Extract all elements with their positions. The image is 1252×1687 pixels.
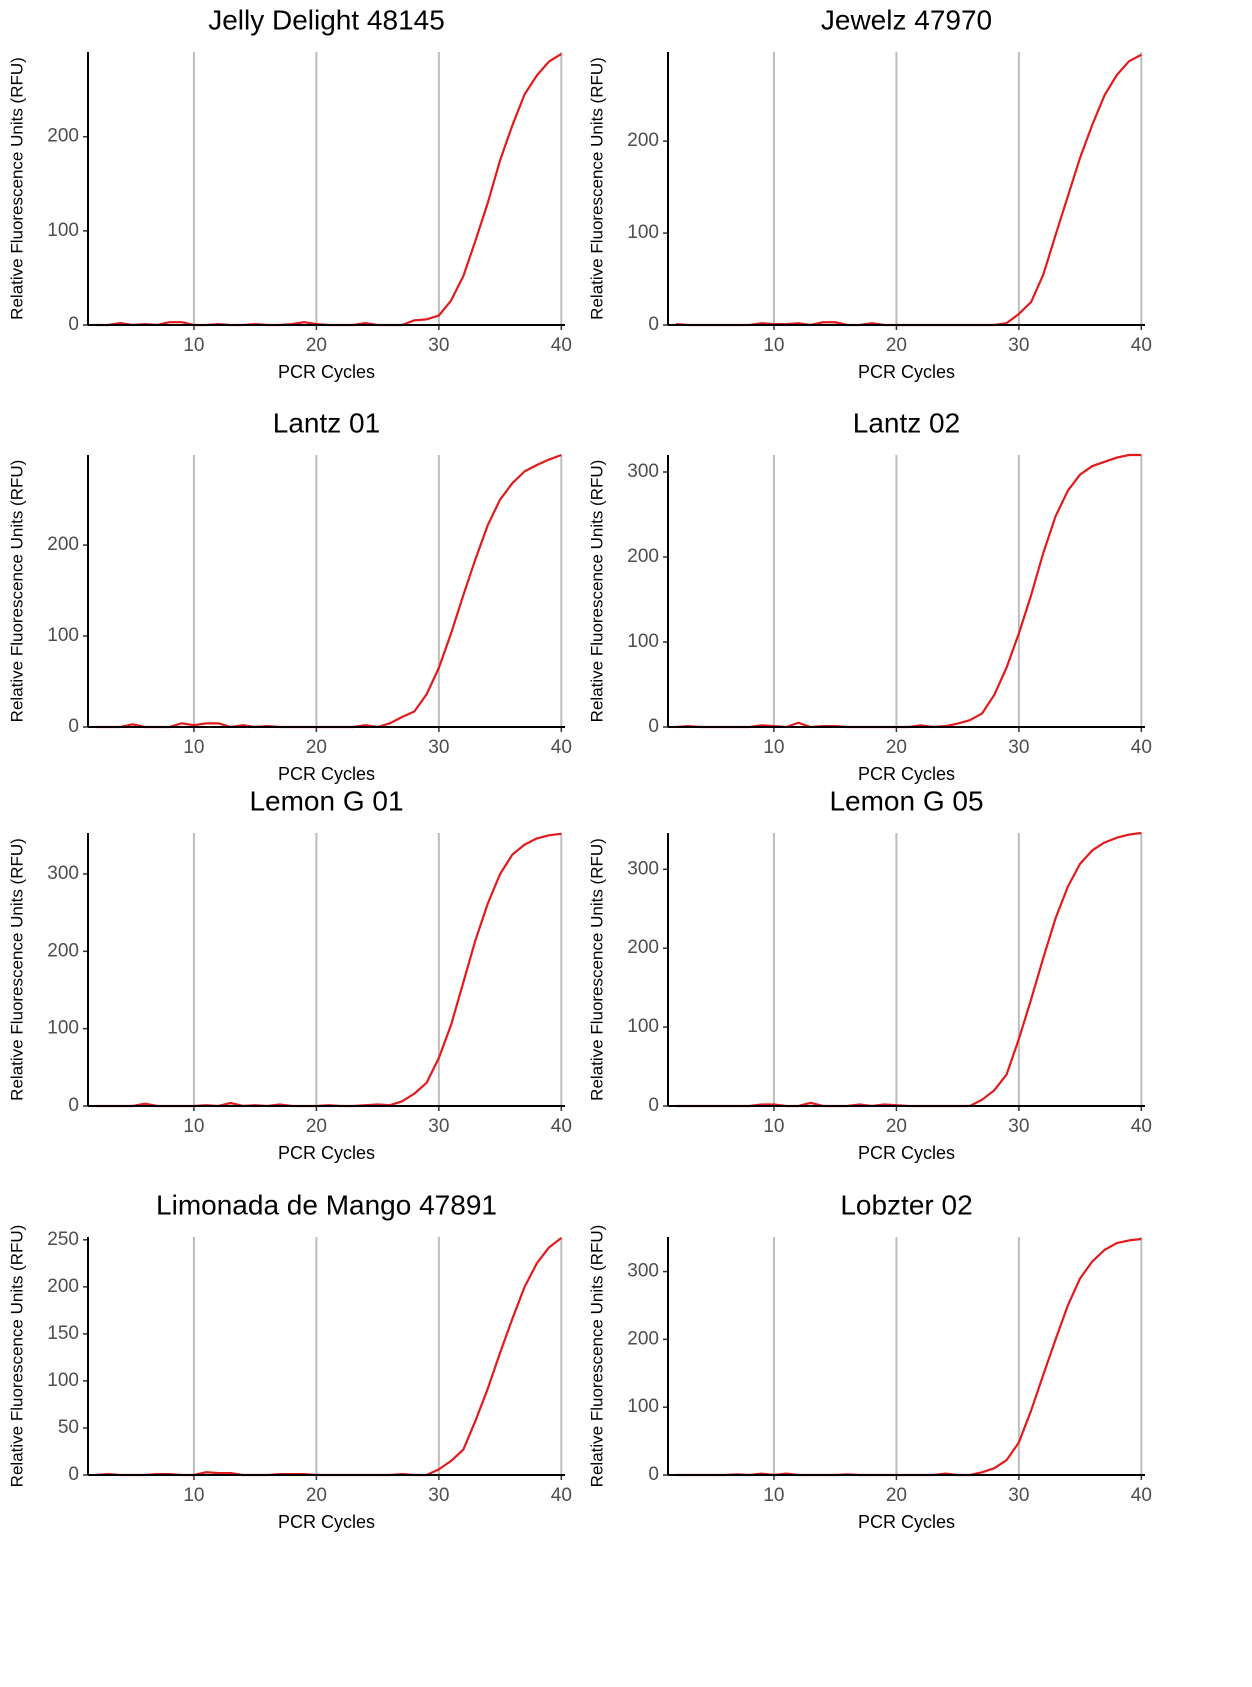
x-tick-label: 40 [551,737,572,758]
data-line [95,1237,563,1477]
x-tick-label: 30 [1008,1485,1029,1506]
chart-title: Lantz 01 [273,407,380,438]
x-tick-label: 40 [551,335,572,356]
x-tick-label: 40 [1131,1485,1152,1506]
x-tick-label: 10 [763,737,784,758]
y-tick-label: 200 [47,126,79,147]
x-tick-label: 30 [428,737,449,758]
x-tick-label: 30 [1008,335,1029,356]
x-tick-label: 20 [306,1116,327,1137]
y-tick-label: 250 [47,1229,79,1250]
x-tick-label: 20 [886,1116,907,1137]
y-tick-label: 100 [627,222,659,243]
y-tick-label: 0 [648,1464,659,1485]
x-axis-label: PCR Cycles [858,1143,955,1163]
data-line [95,52,562,327]
y-axis-label: Relative Fluorescence Units (RFU) [587,1225,606,1488]
y-tick-label: 200 [47,1276,79,1297]
x-tick-label: 10 [763,1116,784,1137]
chart-title: Lemon G 05 [829,785,983,816]
y-axis-label: Relative Fluorescence Units (RFU) [587,838,606,1101]
y-tick-label: 0 [648,1095,659,1116]
x-tick-label: 40 [551,1485,572,1506]
x-tick-label: 40 [551,1116,572,1137]
x-axis-label: PCR Cycles [858,764,955,784]
x-tick-label: 40 [1131,737,1152,758]
x-tick-label: 30 [1008,1116,1029,1137]
chart-title: Jelly Delight 48145 [208,4,445,35]
x-tick-label: 10 [183,737,204,758]
x-axis-label: PCR Cycles [858,362,955,382]
y-tick-label: 0 [648,314,659,335]
y-tick-label: 0 [68,716,79,737]
y-tick-label: 200 [627,937,659,958]
x-tick-label: 40 [1131,1116,1152,1137]
y-tick-label: 150 [47,1323,79,1344]
y-tick-label: 200 [47,940,79,961]
y-tick-label: 0 [68,1095,79,1116]
data-line [675,453,1142,729]
y-tick-label: 0 [68,1464,79,1485]
y-axis-label: Relative Fluorescence Units (RFU) [7,1225,26,1488]
chart-title: Lemon G 01 [249,785,403,816]
y-tick-label: 100 [47,220,79,241]
data-line [675,1237,1142,1477]
x-axis-label: PCR Cycles [858,1512,955,1532]
y-tick-label: 100 [627,1016,659,1037]
y-tick-label: 200 [627,1328,659,1349]
y-tick-label: 300 [627,461,659,482]
y-tick-label: 100 [47,1370,79,1391]
x-tick-label: 30 [428,1485,449,1506]
y-tick-label: 300 [627,1261,659,1282]
x-tick-label: 10 [183,1485,204,1506]
y-tick-label: 200 [47,534,79,555]
x-tick-label: 30 [428,335,449,356]
x-tick-label: 20 [886,737,907,758]
y-axis-label: Relative Fluorescence Units (RFU) [7,460,26,723]
x-tick-label: 10 [763,335,784,356]
chart-title: Lantz 02 [853,407,960,438]
y-axis-label: Relative Fluorescence Units (RFU) [587,57,606,320]
x-tick-label: 10 [183,335,204,356]
x-tick-label: 10 [763,1485,784,1506]
y-tick-label: 300 [47,863,79,884]
x-axis-label: PCR Cycles [278,764,375,784]
data-line [675,831,1142,1108]
data-line [95,832,562,1108]
y-tick-label: 100 [627,631,659,652]
y-tick-label: 300 [627,858,659,879]
x-axis-label: PCR Cycles [278,1143,375,1163]
y-tick-label: 100 [47,625,79,646]
x-tick-label: 40 [1131,335,1152,356]
y-tick-label: 50 [58,1417,79,1438]
y-tick-label: 100 [627,1396,659,1417]
y-tick-label: 200 [627,546,659,567]
x-axis-label: PCR Cycles [278,362,375,382]
x-tick-label: 30 [1008,737,1029,758]
x-tick-label: 20 [886,1485,907,1506]
x-axis-label: PCR Cycles [278,1512,375,1532]
y-axis-label: Relative Fluorescence Units (RFU) [7,838,26,1101]
y-axis-label: Relative Fluorescence Units (RFU) [7,57,26,320]
x-tick-label: 10 [183,1116,204,1137]
chart-title: Lobzter 02 [840,1189,972,1220]
chart-title: Jewelz 47970 [821,4,992,35]
x-tick-label: 20 [306,335,327,356]
y-tick-label: 100 [47,1018,79,1039]
x-tick-label: 20 [886,335,907,356]
y-tick-label: 0 [648,716,659,737]
x-tick-label: 20 [306,1485,327,1506]
y-axis-label: Relative Fluorescence Units (RFU) [587,460,606,723]
data-line [95,453,562,729]
x-tick-label: 20 [306,737,327,758]
x-tick-label: 30 [428,1116,449,1137]
y-tick-label: 200 [627,130,659,151]
data-line [675,53,1142,327]
y-tick-label: 0 [68,314,79,335]
chart-title: Limonada de Mango 47891 [156,1189,497,1220]
